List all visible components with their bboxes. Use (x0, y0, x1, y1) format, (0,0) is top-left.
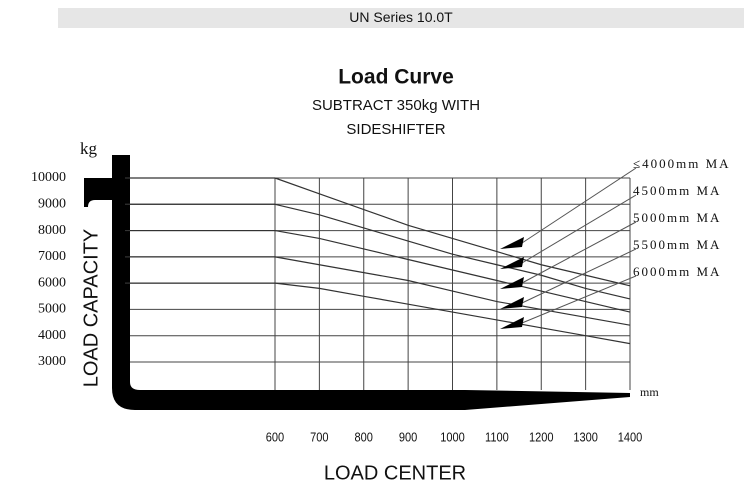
arrow-marker (500, 257, 524, 269)
x-tick-label: 1000 (440, 430, 465, 445)
leader-line (521, 221, 637, 284)
arrow-marker (500, 317, 524, 329)
legend-entry: 4500mm MA (633, 183, 721, 198)
legend-entry: ≤4000mm MA (633, 156, 731, 171)
leader-line (521, 194, 637, 264)
header-title: UN Series 10.0T (349, 9, 453, 25)
y-tick-label: 4000 (38, 328, 66, 343)
x-tick-label: 1400 (618, 430, 643, 445)
x-tick-label: 900 (399, 430, 418, 445)
x-tick-label: 600 (266, 430, 285, 445)
header-bar (58, 8, 744, 28)
y-tick-label: 7000 (38, 249, 66, 264)
legend-entry: 5500mm MA (633, 237, 721, 252)
chart-title: Load Curve (338, 66, 454, 89)
y-tick-label: 5000 (38, 302, 66, 317)
legend-entry: 6000mm MA (633, 264, 721, 279)
series-line (274, 256, 631, 326)
x-axis-label: LOAD CENTER (324, 462, 466, 484)
legend-entry: 5000mm MA (633, 210, 721, 225)
x-tick-label: 1200 (529, 430, 554, 445)
y-tick-label: 10000 (31, 170, 66, 185)
leader-line (521, 167, 637, 244)
y-axis-label: LOAD CAPACITY (80, 229, 102, 388)
arrow-marker (500, 297, 524, 309)
leader-line (521, 248, 637, 304)
series-line (274, 177, 631, 287)
series-line (274, 203, 631, 300)
x-tick-label: 800 (355, 430, 374, 445)
y-tick-label: 9000 (38, 197, 66, 212)
leader-line (521, 275, 637, 324)
fork-shape (84, 155, 630, 410)
x-unit: mm (640, 385, 659, 399)
series-line (274, 282, 631, 345)
chart-subtitle: SUBTRACT 350kg WITH (312, 97, 480, 114)
x-tick-label: 700 (310, 430, 329, 445)
arrow-marker (500, 277, 524, 289)
arrow-marker (500, 237, 524, 249)
y-tick-label: 8000 (38, 223, 66, 238)
chart-subtitle: SIDESHIFTER (346, 121, 445, 138)
series-line (274, 229, 631, 313)
x-tick-label: 1100 (485, 430, 509, 445)
y-tick-label: 6000 (38, 275, 66, 290)
x-tick-label: 1300 (573, 430, 598, 445)
y-tick-label: 3000 (38, 354, 66, 369)
y-unit: kg (80, 139, 98, 158)
